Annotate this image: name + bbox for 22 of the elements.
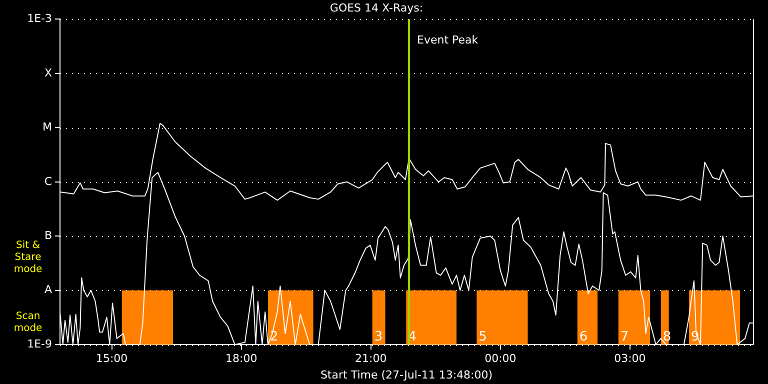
y-tick-label: C — [44, 174, 52, 188]
x-tick-label: 21:00 — [355, 352, 387, 366]
x-tick-label: 15:00 — [96, 352, 128, 366]
y-tick-label: A — [44, 283, 52, 296]
chart-title: GOES 14 X-Rays: — [330, 1, 424, 14]
text: Scan mode — [14, 310, 42, 334]
y-tick-label: M — [42, 120, 52, 134]
x-tick-label: 03:00 — [614, 352, 646, 366]
y-tick-label: X — [44, 66, 52, 80]
x-tick-label: 18:00 — [225, 352, 258, 366]
y-tick-label: B — [44, 228, 52, 242]
x-tick-label: 00:00 — [484, 352, 516, 366]
x-axis-title: Start Time (27-Jul-11 13:48:00) — [320, 368, 493, 382]
band-label: 2 — [270, 329, 278, 344]
y-tick-label: 1E-3 — [27, 12, 52, 26]
band-label: 6 — [579, 329, 588, 344]
band-label: 7 — [620, 329, 629, 344]
text: Sit & Stare mode — [14, 240, 42, 275]
band-label: 5 — [478, 329, 487, 344]
ref-line-label: Event Peak — [417, 34, 479, 47]
band-label: 3 — [374, 329, 383, 344]
y-tick-label: 1E-9 — [27, 337, 52, 350]
